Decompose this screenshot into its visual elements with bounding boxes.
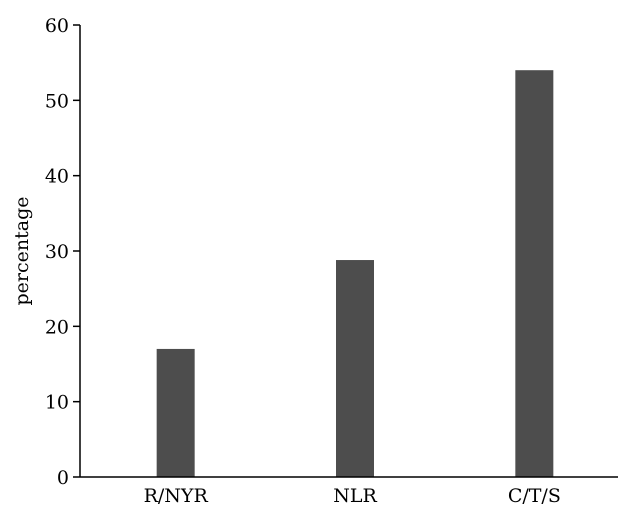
y-tick-label: 40 — [45, 166, 69, 188]
bar-nlr — [336, 260, 374, 477]
y-tick-label: 30 — [45, 241, 69, 263]
x-axis-tick-labels: R/NYR NLR C/T/S — [144, 485, 561, 507]
y-tick-label: 50 — [45, 90, 69, 112]
y-tick-label: 0 — [57, 467, 69, 489]
y-tick-label: 60 — [45, 15, 69, 37]
x-tick-label: C/T/S — [508, 485, 561, 507]
y-tick-label: 10 — [45, 392, 69, 414]
x-tick-label: R/NYR — [144, 485, 209, 507]
bars — [156, 70, 554, 477]
y-tick-label: 20 — [45, 316, 69, 338]
x-tick-label: NLR — [333, 485, 377, 507]
y-axis-ticks: 0 10 20 30 40 50 60 — [45, 15, 80, 489]
y-axis-title: percentage — [11, 197, 33, 306]
bar-c-t-s — [515, 70, 554, 477]
bar-r-nyr — [156, 348, 195, 477]
